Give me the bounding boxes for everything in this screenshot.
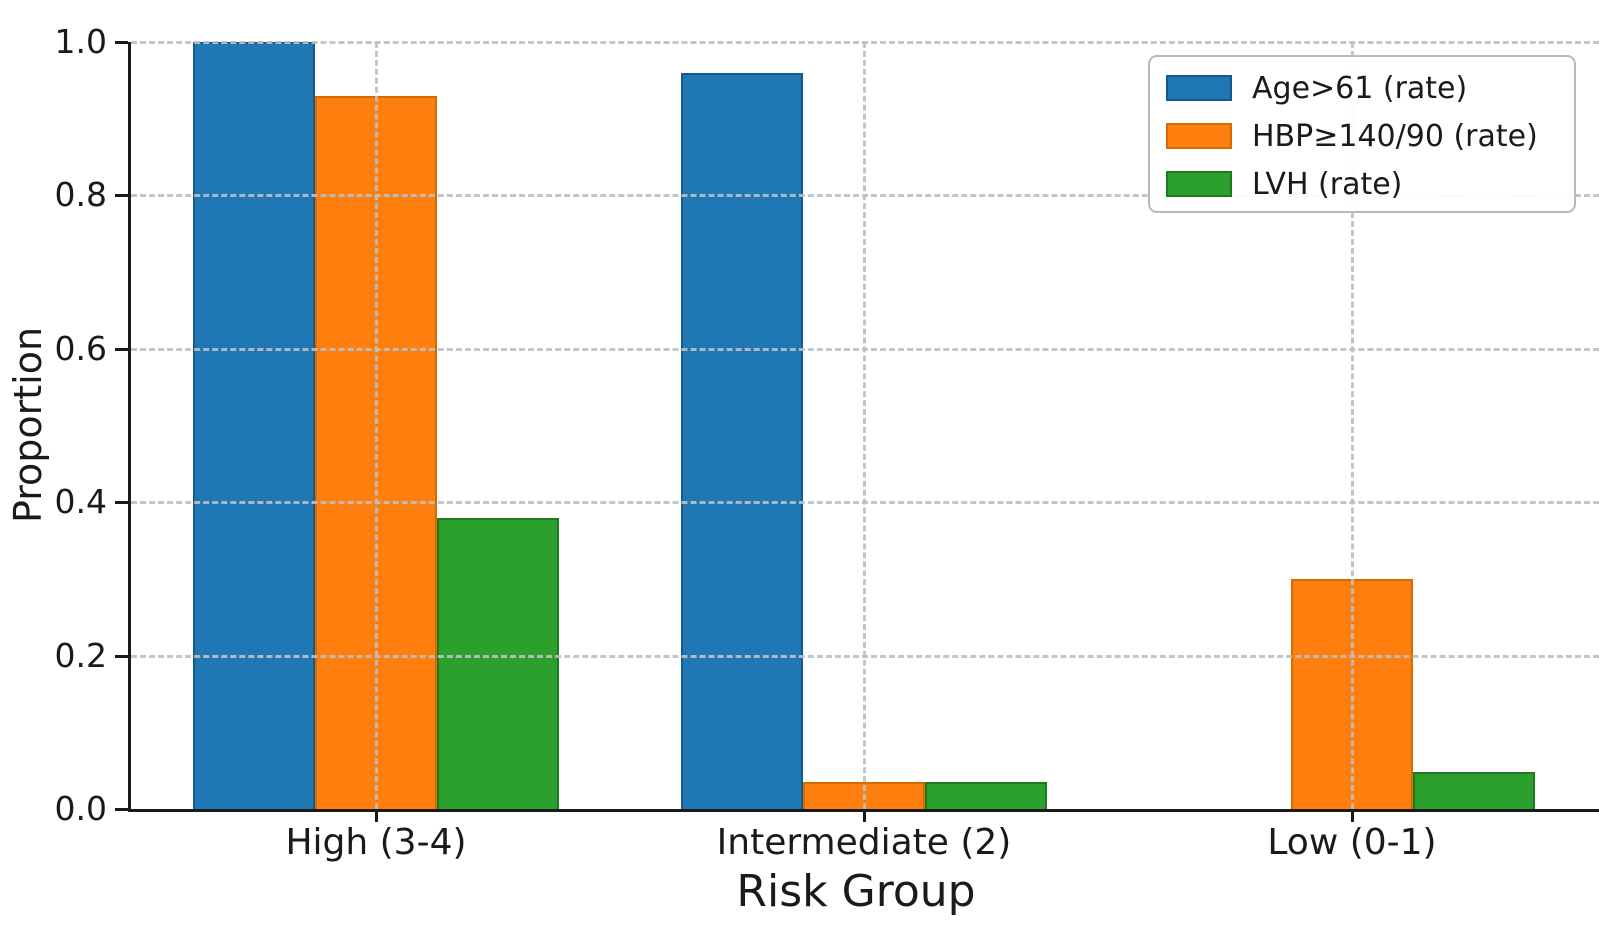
y-tick-mark (115, 808, 128, 811)
y-tick-mark (115, 41, 128, 44)
y-tick-mark (115, 194, 128, 198)
legend-row: HBP≥140/90 (rate) (1166, 112, 1574, 160)
legend-label: Age>61 (rate) (1252, 70, 1468, 106)
legend-label: LVH (rate) (1252, 166, 1403, 202)
y-tick-label: 0.8 (54, 175, 107, 215)
v-gridline (863, 42, 866, 809)
legend-label: HBP≥140/90 (rate) (1252, 118, 1538, 154)
y-tick-label: 0.6 (54, 328, 107, 368)
y-tick-mark (115, 501, 128, 505)
legend-swatch (1166, 75, 1232, 101)
legend-row: Age>61 (rate) (1166, 64, 1574, 112)
v-gridline (375, 42, 378, 809)
v-gridline (1351, 42, 1354, 809)
y-tick-label: 0.2 (54, 635, 107, 675)
x-tick-mark (863, 809, 866, 822)
bar (193, 42, 315, 809)
x-tick-label: High (3-4) (285, 822, 467, 863)
y-tick-label: 1.0 (54, 22, 107, 61)
bar (437, 518, 559, 809)
legend-swatch (1166, 171, 1232, 197)
bar (1413, 772, 1535, 809)
legend: Age>61 (rate) HBP≥140/90 (rate) LVH (rate) (1148, 55, 1576, 213)
x-tick-mark (375, 809, 378, 822)
bar (681, 73, 803, 809)
y-tick-mark (115, 654, 128, 658)
y-tick-mark (115, 347, 128, 351)
x-axis-label: Risk Group (736, 866, 976, 917)
axes: Age>61 (rate) HBP≥140/90 (rate) LVH (rate)… (55, 22, 1599, 863)
legend-row: LVH (rate) (1166, 160, 1574, 208)
x-tick-mark (1351, 809, 1354, 822)
legend-swatch (1166, 123, 1232, 149)
x-tick-label: Intermediate (2) (716, 822, 1012, 863)
y-tick-label: 0.0 (54, 789, 107, 828)
bar (925, 782, 1047, 809)
y-tick-label: 0.4 (54, 482, 107, 522)
x-tick-label: Low (0-1) (1267, 822, 1437, 863)
